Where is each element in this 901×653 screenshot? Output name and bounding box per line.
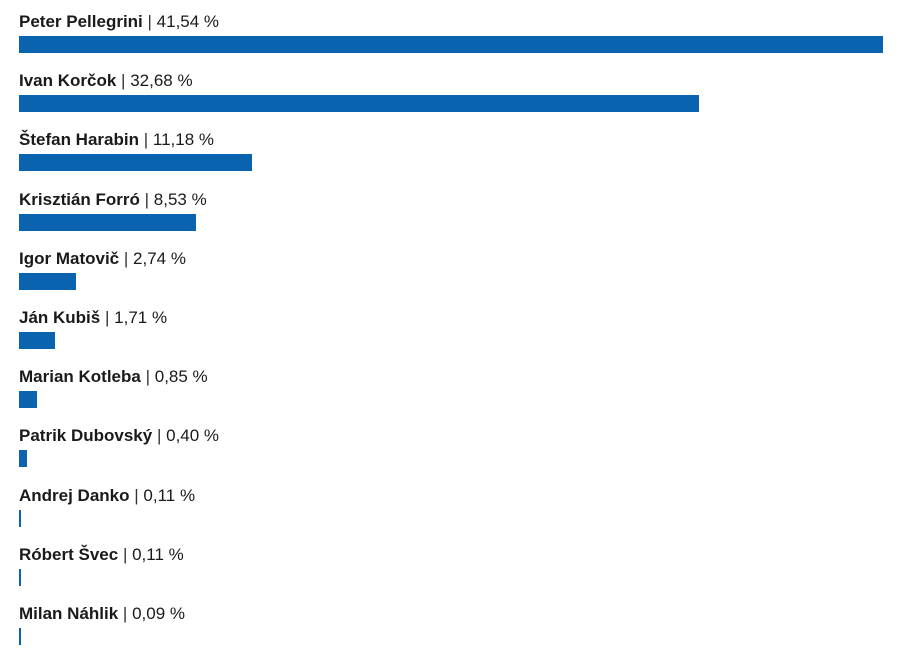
bar-row: Patrik Dubovský | 0,40 % — [19, 423, 883, 475]
bar — [19, 509, 22, 527]
bar — [19, 450, 28, 468]
bar-row: Ján Kubiš | 1,71 % — [19, 305, 883, 357]
label-separator: | — [123, 248, 129, 268]
bar-label: Štefan Harabin | 11,18 % — [19, 127, 214, 153]
candidate-name: Andrej Danko — [19, 485, 130, 505]
bar — [19, 568, 22, 586]
bar — [19, 628, 21, 645]
bar-label: Patrik Dubovský | 0,40 % — [19, 423, 219, 449]
bar-label: Róbert Švec | 0,11 % — [19, 542, 184, 568]
candidate-name: Patrik Dubovský — [19, 426, 153, 446]
label-separator: | — [144, 189, 150, 209]
label-separator: | — [134, 485, 139, 505]
label-separator: | — [147, 12, 152, 31]
candidate-name: Róbert Švec — [19, 544, 119, 564]
bar-row: Andrej Danko | 0,11 % — [19, 483, 883, 535]
bar-label: Marian Kotleba | 0,85 % — [19, 364, 208, 390]
candidate-name: Ivan Korčok — [19, 71, 117, 91]
candidate-name: Milan Náhlik — [19, 604, 119, 623]
bar-row: Milan Náhlik | 0,09 % — [19, 601, 883, 653]
bar-row: Štefan Harabin | 11,18 % — [19, 127, 883, 179]
bar-row: Róbert Švec | 0,11 % — [19, 542, 883, 594]
bar-row: Krisztián Forró | 8,53 % — [19, 187, 883, 239]
value-label: 32,68 % — [130, 71, 193, 91]
label-separator: | — [104, 308, 110, 327]
bar-row: Peter Pellegrini | 41,54 % — [19, 9, 883, 61]
bar-row: Marian Kotleba | 0,85 % — [19, 364, 883, 416]
bar — [19, 154, 252, 172]
bar-label: Peter Pellegrini | 41,54 % — [19, 9, 219, 35]
candidate-name: Marian Kotleba — [19, 367, 141, 387]
candidate-name: Peter Pellegrini — [19, 12, 143, 31]
bar — [19, 36, 883, 53]
candidate-name: Krisztián Forró — [19, 189, 140, 209]
value-label: 0,85 % — [154, 367, 208, 387]
value-label: 0,09 % — [132, 604, 186, 623]
bar — [19, 95, 699, 113]
bar-label: Ivan Korčok | 32,68 % — [19, 68, 193, 94]
value-label: 41,54 % — [156, 12, 220, 31]
label-separator: | — [121, 71, 126, 91]
label-separator: | — [122, 544, 128, 564]
value-label: 0,11 % — [132, 544, 184, 564]
candidate-name: Igor Matovič — [19, 248, 120, 268]
bar-label: Andrej Danko | 0,11 % — [19, 483, 195, 509]
label-separator: | — [145, 367, 151, 387]
label-separator: | — [156, 426, 162, 446]
value-label: 1,71 % — [114, 308, 168, 327]
bar-row: Ivan Korčok | 32,68 % — [19, 68, 883, 120]
bar — [19, 332, 55, 349]
value-label: 0,40 % — [166, 426, 220, 446]
bar — [19, 272, 76, 290]
candidate-name: Ján Kubiš — [19, 308, 101, 327]
value-label: 0,11 % — [143, 485, 196, 505]
bar-label: Ján Kubiš | 1,71 % — [19, 305, 167, 331]
bar-row: Igor Matovič | 2,74 % — [19, 246, 883, 298]
label-separator: | — [143, 130, 149, 150]
bar-label: Krisztián Forró | 8,53 % — [19, 187, 207, 213]
bar-label: Igor Matovič | 2,74 % — [19, 246, 186, 272]
candidate-name: Štefan Harabin — [19, 130, 139, 150]
bar — [19, 213, 197, 231]
bar-label: Milan Náhlik | 0,09 % — [19, 601, 185, 627]
bar — [19, 391, 37, 409]
value-label: 2,74 % — [133, 248, 186, 268]
value-label: 11,18 % — [152, 130, 214, 150]
label-separator: | — [122, 604, 128, 623]
value-label: 8,53 % — [153, 189, 207, 209]
